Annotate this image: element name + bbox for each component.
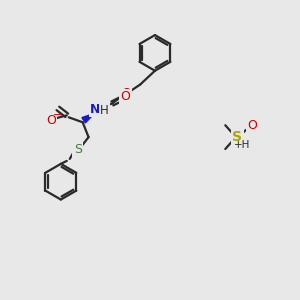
Text: O: O [121, 87, 131, 100]
Text: O: O [46, 114, 56, 127]
Text: H: H [100, 104, 109, 117]
Text: −: − [53, 110, 62, 120]
Text: O: O [247, 119, 257, 132]
Text: S: S [74, 142, 82, 155]
Polygon shape [82, 113, 94, 123]
Text: O: O [120, 90, 130, 103]
Text: N: N [90, 103, 101, 116]
Text: +H: +H [234, 140, 250, 150]
Text: S: S [232, 130, 242, 144]
